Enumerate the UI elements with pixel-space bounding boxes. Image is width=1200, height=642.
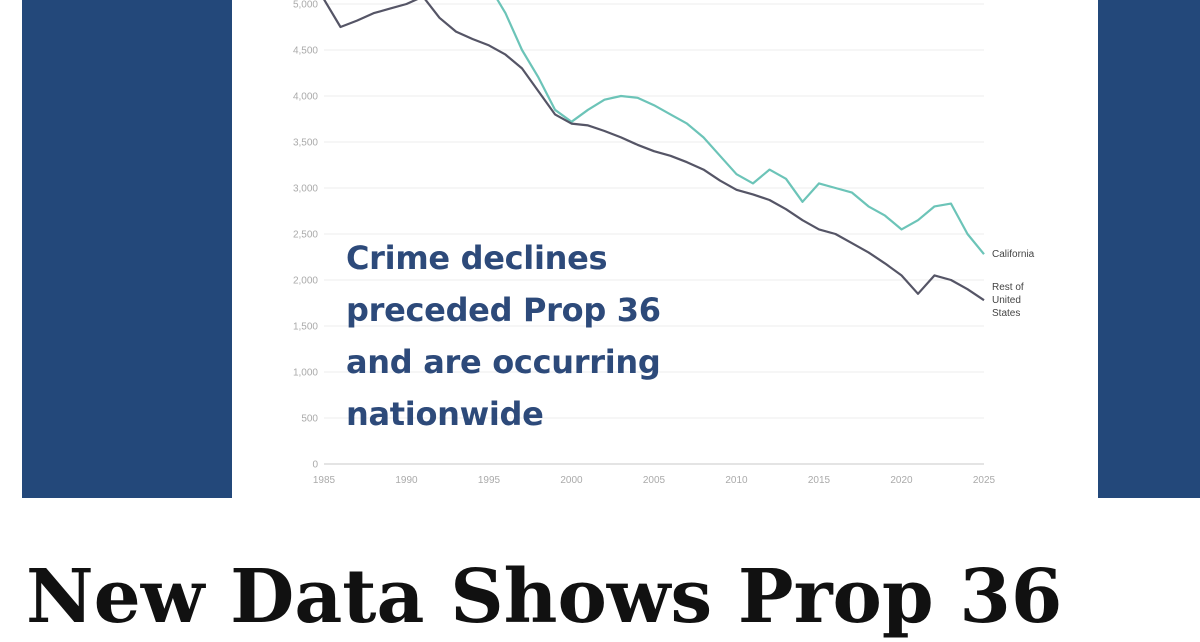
x-tick-label: 2020 [890, 475, 913, 486]
y-tick-label: 3,500 [293, 138, 318, 149]
y-tick-label: 1,500 [293, 322, 318, 333]
overlay-line: and are occurring [346, 343, 661, 381]
hero-banner: 0 500 1,000 1,500 2,000 2,500 3,000 3,500 4,000 4… [22, 0, 1200, 498]
y-tick-label: 1,000 [293, 368, 318, 379]
y-tick-label: 4,000 [293, 92, 318, 103]
x-tick-label: 2005 [643, 475, 666, 486]
overlay-line: Crime declines [346, 239, 608, 277]
series-label-rest-of-us: United [992, 295, 1021, 306]
overlay-line: nationwide [346, 395, 544, 433]
y-tick-label: 3,000 [293, 184, 318, 195]
x-tick-label: 1990 [395, 475, 418, 486]
chart-card: 0 500 1,000 1,500 2,000 2,500 3,000 3,500 4,000 4… [232, 0, 1098, 498]
y-tick-label: 500 [301, 414, 318, 425]
article-headline[interactable]: New Data Shows Prop 36 [26, 554, 1063, 640]
x-tick-label: 2025 [973, 475, 996, 486]
x-tick-label: 1995 [478, 475, 501, 486]
series-line-california [496, 0, 985, 255]
series-label-california: California [992, 249, 1035, 260]
x-tick-label: 2010 [725, 475, 748, 486]
chart-overlay-caption: Crime declines preceded Prop 36 and are … [346, 232, 766, 440]
overlay-line: preceded Prop 36 [346, 291, 661, 329]
x-tick-label: 1985 [313, 475, 336, 486]
line-chart: 0 500 1,000 1,500 2,000 2,500 3,000 3,500 4,000 4… [293, 0, 1035, 486]
y-tick-label: 0 [312, 460, 318, 471]
y-tick-label: 4,500 [293, 46, 318, 57]
x-tick-label: 2015 [808, 475, 831, 486]
y-tick-label: 2,500 [293, 230, 318, 241]
x-tick-label: 2000 [560, 475, 583, 486]
series-label-rest-of-us: States [992, 308, 1020, 319]
series-line-rest-of-us [323, 0, 985, 302]
y-tick-label: 5,000 [293, 0, 318, 11]
series-label-rest-of-us: Rest of [992, 282, 1024, 293]
y-tick-label: 2,000 [293, 276, 318, 287]
